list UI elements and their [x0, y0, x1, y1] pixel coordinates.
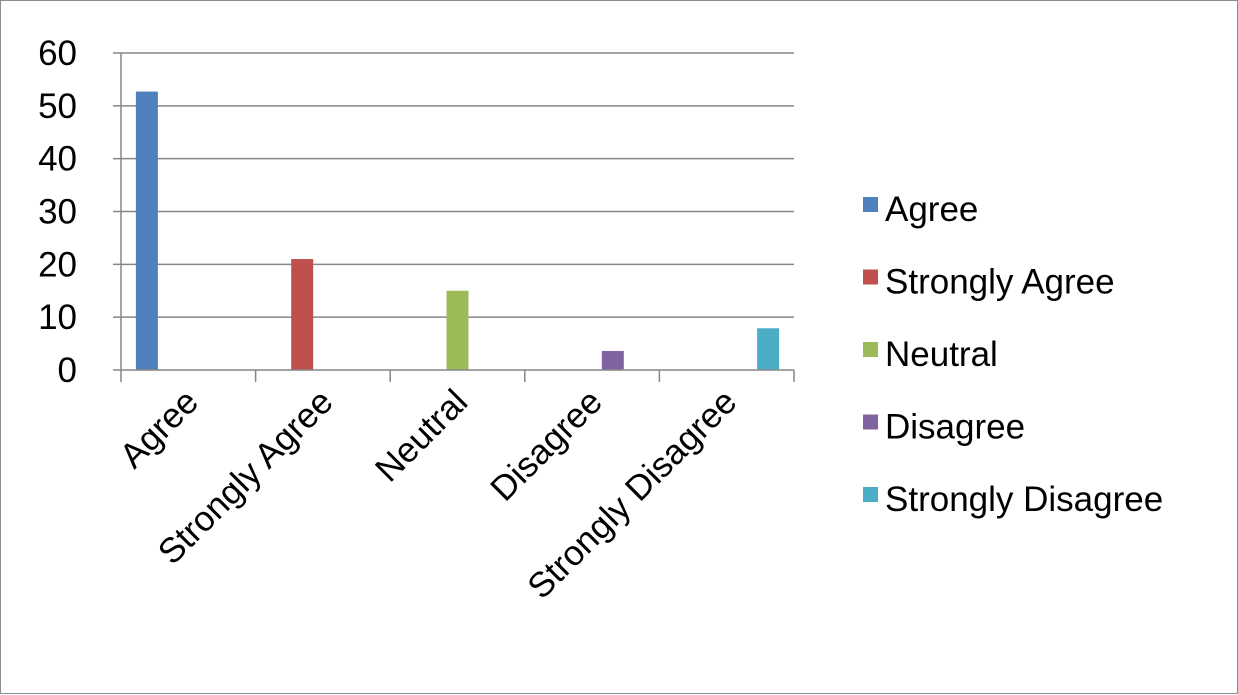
- legend-swatch: [863, 269, 878, 285]
- legend-swatch: [863, 342, 878, 357]
- bar: [446, 290, 469, 370]
- legend-label: Agree: [885, 190, 978, 229]
- legend-label: Strongly Disagree: [885, 480, 1163, 519]
- y-tick-label: 50: [38, 87, 77, 126]
- bar: [135, 91, 158, 371]
- legend-swatch: [863, 197, 878, 212]
- legend: Agree Strongly Agree Neutral Disagree Strong…: [863, 190, 1163, 519]
- gridlines: [121, 52, 794, 318]
- y-tick-label: 30: [38, 193, 77, 232]
- y-tick-label: 60: [38, 34, 77, 73]
- bar: [601, 350, 624, 370]
- x-tick-label: Neutral: [368, 382, 475, 489]
- y-tick-label: 20: [38, 245, 77, 284]
- axes: [113, 52, 795, 382]
- y-tick-label: 40: [38, 140, 77, 179]
- legend-label: Neutral: [885, 335, 998, 374]
- legend-swatch: [863, 487, 878, 502]
- y-tick-label: 10: [38, 298, 77, 337]
- bar: [757, 328, 780, 370]
- bar: [291, 259, 314, 370]
- x-tick-label: Agree: [112, 382, 206, 476]
- y-tick-label: 0: [58, 351, 77, 390]
- legend-swatch: [863, 414, 878, 430]
- legend-label: Disagree: [885, 408, 1025, 447]
- legend-label: Strongly Agree: [885, 263, 1115, 302]
- x-tick-label: Disagree: [483, 382, 610, 509]
- bars: [135, 91, 780, 371]
- y-tick-labels: 0 10 20 30 40 50 60: [38, 34, 77, 390]
